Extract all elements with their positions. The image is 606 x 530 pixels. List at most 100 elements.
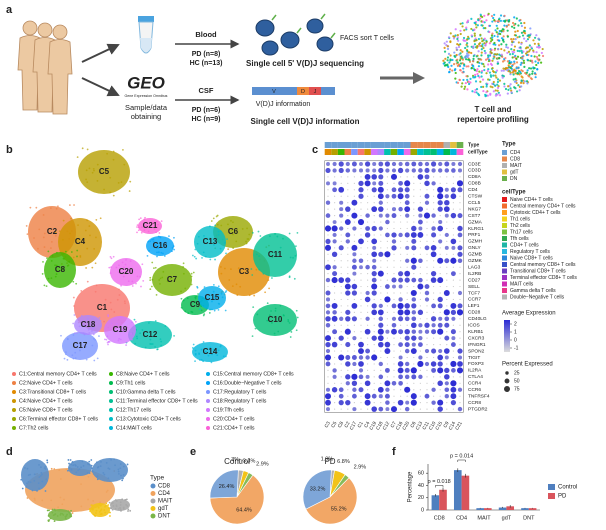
cell-dot [51,511,54,514]
dot [357,218,365,226]
dot [365,348,371,354]
cell-dot [91,508,94,511]
column-label: C9 [442,420,450,429]
cell-dot [509,53,512,56]
cell-dot [501,28,504,31]
cell-dot [69,515,72,518]
dot [433,292,435,294]
cell-dot [526,82,529,85]
dot [372,258,377,263]
cell-dot [211,300,213,303]
celltype-bar-cell [443,149,451,155]
cell-dot [116,298,119,301]
cell-dot [194,297,197,300]
dot [360,247,362,249]
cell-dot [248,294,251,297]
cell-dot [100,461,102,463]
dot [377,309,384,316]
dot [325,303,331,309]
legend-label: gdT [510,169,519,175]
dot [446,176,448,178]
cell-dot [76,344,79,347]
dot [386,273,388,275]
dot [411,297,417,302]
cell-dot [523,65,526,68]
cluster-blob [253,233,297,277]
dot [452,176,454,178]
cell-dot [494,84,497,87]
dot [334,408,336,410]
dot [393,402,395,404]
cell-dot [44,465,47,468]
cell-dot [526,51,529,54]
cell-dot [76,466,79,468]
cell-dot [528,73,531,76]
cell-dot [103,509,106,511]
cell-dot [520,22,523,25]
cell-dot [474,73,477,76]
cell-dot [277,330,280,333]
cell-dot [504,56,507,60]
celltype-bar-cell [403,149,411,155]
type-bar-cell [357,142,365,148]
legend-label: C12:Th17 cells [116,407,152,413]
cell-dot [105,461,108,464]
dot [406,176,408,178]
dot [327,369,329,371]
cell-dot [466,45,469,48]
cell-dot [483,42,486,45]
cell-dot [449,32,452,35]
cell-dot [29,481,32,484]
cell-dot [171,247,174,249]
cell-dot [140,231,143,234]
cell-dot [283,314,285,317]
legend-label: Naive CD4+ T cells [510,197,553,203]
cell-dot [483,37,486,40]
cell-dot [92,333,95,336]
dot [446,408,448,410]
dot [332,329,338,335]
legend-swatch [150,483,156,489]
dot [386,202,388,204]
cell-dot [287,319,290,321]
dot [332,265,337,270]
dot [384,161,390,167]
dot [353,195,355,197]
cell-dot [510,89,513,92]
gene-label: CD27 [468,277,481,283]
dot [450,309,457,315]
legend-swatch [12,381,16,385]
dot [437,322,443,328]
legend-label: Regulatory T cells [510,249,550,255]
cell-dot [211,298,214,301]
dot [385,194,390,199]
cell-dot [67,459,70,461]
dot [437,200,443,206]
cell-dot [38,228,41,231]
cell-dot [490,14,494,18]
cell-dot [212,217,215,220]
dot [364,328,371,335]
cell-dot [126,505,129,507]
cell-dot [520,51,524,54]
cell-dot [202,241,205,244]
cell-dot [65,515,68,517]
cell-dot [72,296,75,299]
legend-label: gdT [158,506,169,512]
cell-dot [248,233,251,236]
cell-dot [485,83,488,86]
cell-dot [153,267,155,270]
dot [325,213,331,218]
cell-dot [29,206,32,209]
dot [380,382,382,384]
dot [404,406,410,412]
dot [446,363,448,365]
cell-dot [511,50,514,53]
cell-dot [70,509,72,512]
dot [446,273,448,275]
cell-dot [209,346,212,349]
cell-dot [457,63,461,66]
cell-dot [107,343,109,346]
cell-dot [498,79,501,82]
arrow [81,43,120,63]
